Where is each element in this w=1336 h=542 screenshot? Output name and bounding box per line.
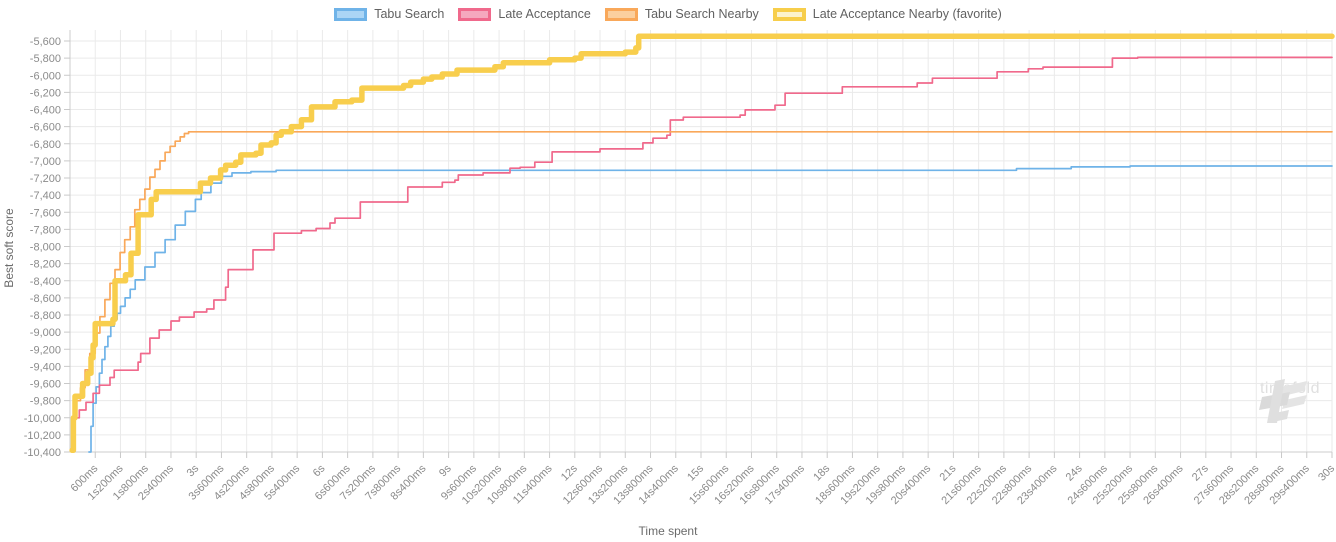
legend-label-tabu-search: Tabu Search bbox=[374, 7, 445, 21]
y-tick-label: -5,600 bbox=[30, 36, 61, 48]
y-tick-label: -6,800 bbox=[30, 139, 61, 151]
legend-item-tabu-search[interactable]: Tabu Search bbox=[334, 7, 444, 21]
legend-label-late-acceptance: Late Acceptance bbox=[498, 7, 591, 21]
x-tick-label: 15s bbox=[685, 462, 706, 483]
y-tick-label: -9,600 bbox=[30, 379, 61, 391]
legend-swatch-late-acceptance-nearby-favorite bbox=[772, 7, 806, 21]
y-tick-label: -9,800 bbox=[30, 396, 61, 408]
x-tick-label: 30s bbox=[1316, 462, 1336, 483]
y-tick-label: -7,200 bbox=[30, 173, 61, 185]
x-tick-label: 3s bbox=[185, 462, 202, 479]
y-tick-label: -8,200 bbox=[30, 259, 61, 271]
y-axis-title: Best soft score bbox=[2, 208, 16, 288]
y-tick-label: -8,800 bbox=[30, 310, 61, 322]
x-tick-label: 27s bbox=[1190, 462, 1211, 483]
series-line-tabu-search-nearby bbox=[71, 130, 1333, 445]
legend-swatch-late-acceptance bbox=[458, 7, 492, 21]
y-tick-label: -8,600 bbox=[30, 293, 61, 305]
y-tick-label: -6,400 bbox=[30, 105, 61, 117]
legend-swatch-tabu-search-nearby bbox=[604, 7, 638, 21]
legend-item-late-acceptance[interactable]: Late Acceptance bbox=[458, 7, 591, 21]
y-tick-label: -7,400 bbox=[30, 190, 61, 202]
y-tick-label: -6,000 bbox=[30, 70, 61, 82]
x-tick-label: 24s bbox=[1064, 462, 1085, 483]
x-tick-label: 6s bbox=[311, 462, 328, 479]
legend-label-tabu-search-nearby: Tabu Search Nearby bbox=[644, 7, 759, 21]
y-tick-label: -5,800 bbox=[30, 53, 61, 65]
y-tick-label: -7,600 bbox=[30, 207, 61, 219]
x-axis-title: Time spent bbox=[638, 524, 698, 538]
x-tick-label: 21s bbox=[937, 462, 958, 483]
y-tick-label: -10,200 bbox=[24, 430, 61, 442]
legend-item-late-acceptance-nearby-favorite[interactable]: Late Acceptance Nearby (favorite) bbox=[772, 7, 1002, 21]
y-tick-label: -9,000 bbox=[30, 327, 61, 339]
legend-item-tabu-search-nearby[interactable]: Tabu Search Nearby bbox=[604, 7, 759, 21]
x-tick-label: 18s bbox=[811, 462, 832, 483]
y-tick-label: -7,800 bbox=[30, 224, 61, 236]
legend-label-late-acceptance-nearby-favorite: Late Acceptance Nearby (favorite) bbox=[812, 7, 1002, 21]
y-tick-label: -9,200 bbox=[30, 344, 61, 356]
y-tick-label: -8,000 bbox=[30, 242, 61, 254]
y-tick-label: -7,000 bbox=[30, 156, 61, 168]
x-tick-label: 9s bbox=[437, 462, 454, 479]
series-line-late-acceptance-nearby-favorite bbox=[69, 33, 1335, 454]
y-tick-label: -8,400 bbox=[30, 276, 61, 288]
legend-swatch-tabu-search bbox=[334, 7, 368, 21]
series-line-tabu-search bbox=[88, 165, 1333, 453]
y-tick-label: -6,200 bbox=[30, 87, 61, 99]
y-tick-label: -10,000 bbox=[24, 413, 61, 425]
y-tick-label: -10,400 bbox=[24, 447, 61, 459]
y-tick-label: -6,600 bbox=[30, 122, 61, 134]
series-line-late-acceptance bbox=[71, 56, 1333, 445]
x-tick-label: 12s bbox=[559, 462, 580, 483]
chart-legend: Tabu Search Late Acceptance Tabu Search Ne… bbox=[0, 7, 1336, 21]
y-tick-label: -9,400 bbox=[30, 361, 61, 373]
